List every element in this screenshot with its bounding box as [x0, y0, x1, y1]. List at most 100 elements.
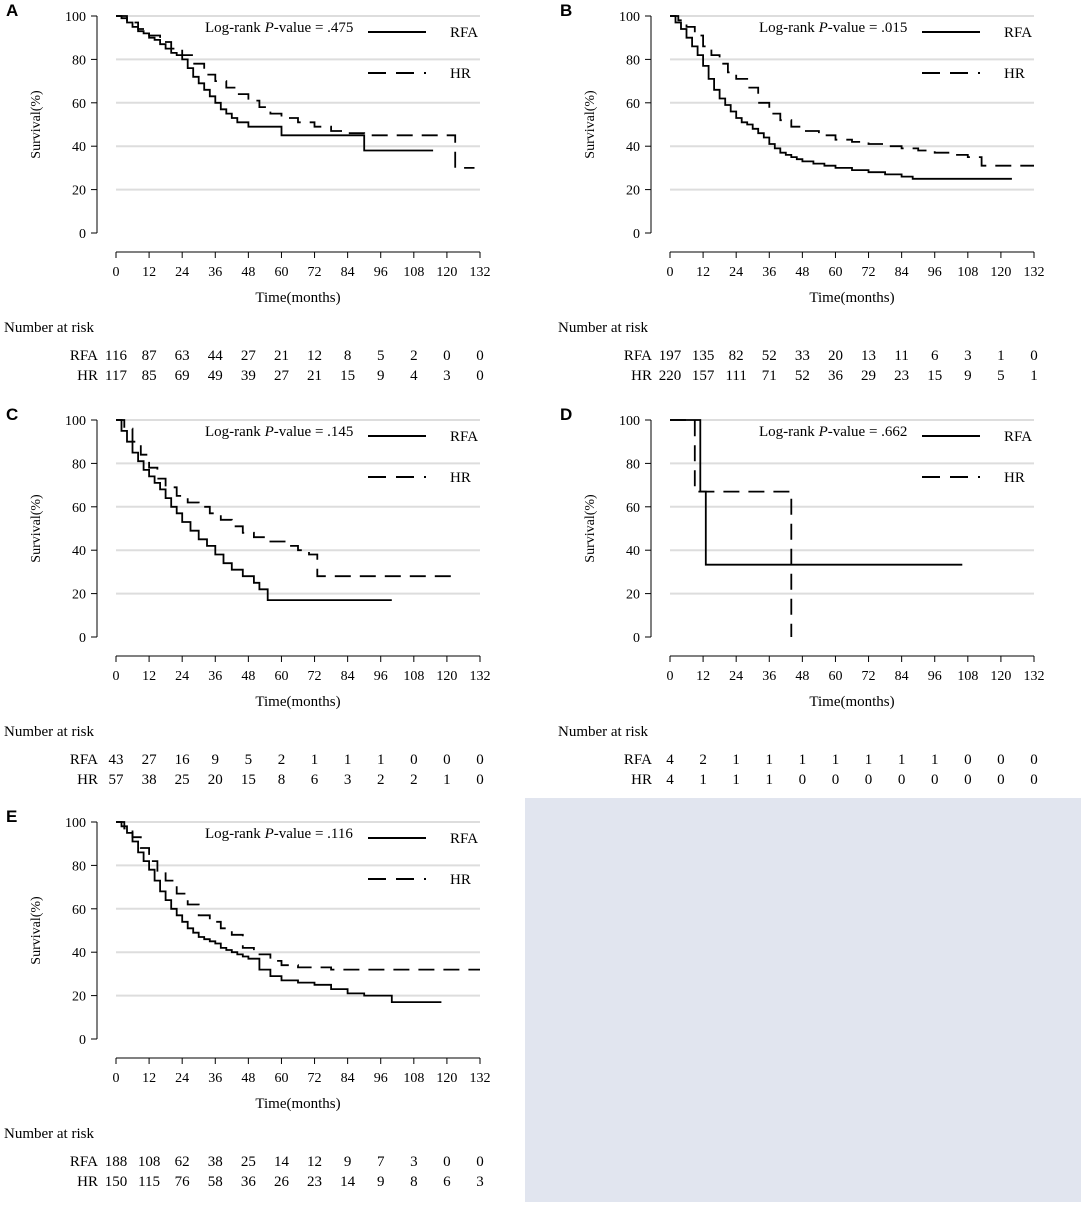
risk-count: 1	[311, 752, 319, 768]
risk-count: 1	[931, 752, 939, 768]
risk-count: 9	[344, 1154, 352, 1170]
x-axis-title: Time(months)	[809, 694, 894, 710]
risk-count: 117	[105, 368, 127, 384]
x-tick-label: 132	[470, 265, 491, 280]
x-tick-label: 24	[175, 669, 189, 684]
risk-count: 0	[476, 752, 484, 768]
x-tick-label: 96	[374, 669, 388, 684]
risk-count: 15	[241, 772, 256, 788]
x-tick-label: 96	[928, 265, 942, 280]
risk-count: 0	[997, 772, 1005, 788]
risk-count: 2	[699, 752, 707, 768]
x-axis-title: Time(months)	[809, 290, 894, 306]
km-curve-rfa	[116, 821, 442, 1003]
y-tick-label: 0	[79, 227, 86, 242]
risk-count: 76	[175, 1174, 191, 1190]
risk-count: 20	[208, 772, 223, 788]
risk-count: 15	[340, 368, 355, 384]
y-tick-label: 20	[72, 184, 86, 199]
risk-count: 8	[278, 772, 286, 788]
legend-label-hr: HR	[450, 470, 471, 486]
risk-count: 27	[142, 752, 158, 768]
y-tick-label: 100	[619, 10, 640, 25]
risk-count: 1	[699, 772, 707, 788]
risk-count: 150	[105, 1174, 128, 1190]
x-tick-label: 84	[895, 669, 909, 684]
risk-count: 39	[241, 368, 256, 384]
y-tick-label: 20	[72, 990, 86, 1005]
panel-letter: C	[6, 405, 18, 424]
panel-letter: A	[6, 1, 18, 20]
risk-count: 1	[732, 772, 740, 788]
risk-count: 1	[865, 752, 873, 768]
risk-count: 0	[799, 772, 807, 788]
risk-count: 71	[762, 368, 777, 384]
x-tick-label: 36	[208, 1071, 222, 1086]
risk-count: 2	[278, 752, 286, 768]
risk-count: 25	[241, 1154, 256, 1170]
risk-count: 9	[964, 368, 972, 384]
risk-row-label-rfa: RFA	[70, 1154, 98, 1170]
x-tick-label: 48	[795, 669, 809, 684]
x-tick-label: 84	[341, 669, 355, 684]
risk-count: 1	[898, 752, 906, 768]
risk-count: 33	[795, 348, 810, 364]
risk-count: 3	[476, 1174, 484, 1190]
risk-count: 2	[377, 772, 385, 788]
risk-count: 0	[964, 752, 972, 768]
y-tick-label: 40	[72, 140, 86, 155]
risk-count: 0	[476, 368, 484, 384]
x-tick-label: 60	[828, 265, 842, 280]
legend-label-hr: HR	[450, 66, 471, 82]
y-tick-label: 60	[626, 97, 640, 112]
x-tick-label: 72	[862, 669, 876, 684]
y-tick-label: 0	[79, 1033, 86, 1048]
risk-count: 8	[410, 1174, 418, 1190]
y-tick-label: 80	[626, 457, 640, 472]
x-tick-label: 60	[828, 669, 842, 684]
x-tick-label: 96	[374, 1071, 388, 1086]
legend-label-hr: HR	[1004, 66, 1025, 82]
km-curve-rfa	[116, 419, 392, 601]
x-tick-label: 120	[990, 265, 1011, 280]
risk-count: 6	[443, 1174, 451, 1190]
x-tick-label: 0	[113, 669, 120, 684]
y-tick-label: 40	[626, 140, 640, 155]
risk-count: 52	[762, 348, 777, 364]
risk-count: 3	[344, 772, 352, 788]
risk-count: 16	[175, 752, 191, 768]
y-axis-title: Survival(%)	[29, 896, 44, 965]
risk-count: 0	[898, 772, 906, 788]
risk-count: 111	[725, 368, 746, 384]
risk-count: 9	[377, 1174, 385, 1190]
x-tick-label: 72	[862, 265, 876, 280]
x-tick-label: 36	[208, 669, 222, 684]
risk-row-label-hr: HR	[631, 368, 652, 384]
risk-count: 63	[175, 348, 190, 364]
risk-count: 0	[476, 1154, 484, 1170]
risk-count: 1	[766, 772, 774, 788]
x-tick-label: 60	[274, 1071, 288, 1086]
risk-table-title: Number at risk	[4, 724, 94, 740]
risk-count: 4	[666, 772, 674, 788]
pvalue-annotation: Log-rank P-value = .015	[759, 20, 907, 36]
risk-count: 11	[894, 348, 908, 364]
y-tick-label: 0	[633, 227, 640, 242]
risk-count: 0	[410, 752, 418, 768]
x-axis-title: Time(months)	[255, 290, 340, 306]
risk-count: 69	[175, 368, 190, 384]
risk-count: 36	[241, 1174, 257, 1190]
x-tick-label: 0	[113, 265, 120, 280]
panel-letter: B	[560, 1, 572, 20]
risk-count: 52	[795, 368, 810, 384]
y-axis-title: Survival(%)	[29, 494, 44, 563]
y-tick-label: 60	[626, 501, 640, 516]
x-tick-label: 48	[795, 265, 809, 280]
risk-count: 20	[828, 348, 843, 364]
x-tick-label: 12	[142, 1071, 156, 1086]
